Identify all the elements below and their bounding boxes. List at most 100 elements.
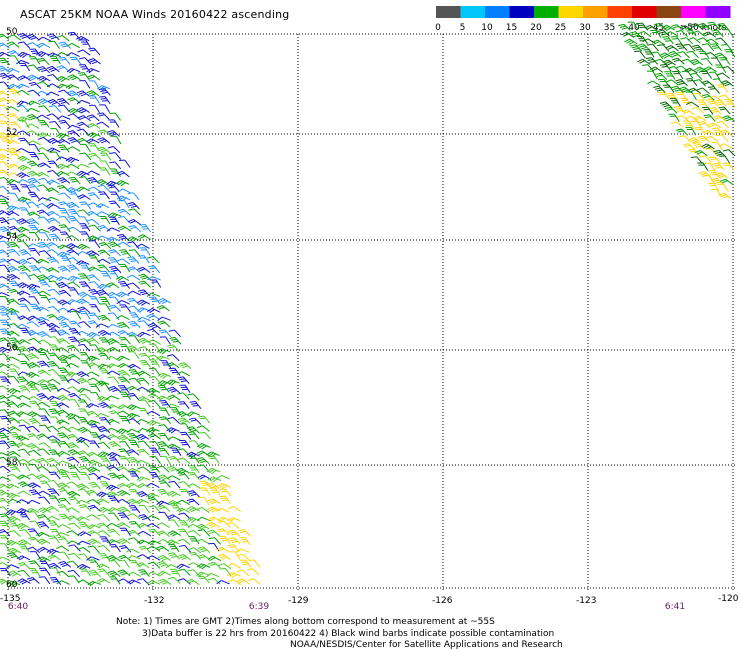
wind-barb: [49, 55, 61, 65]
wind-barb: [57, 426, 71, 433]
wind-barb: [67, 215, 80, 224]
wind-barb: [710, 189, 723, 198]
wind-barb: [0, 226, 12, 234]
wind-barb: [107, 472, 121, 480]
wind-barb: [188, 547, 202, 554]
wind-barb: [157, 474, 171, 481]
wind-barb: [707, 122, 721, 129]
wind-barb: [0, 97, 11, 104]
wind-barb: [48, 535, 60, 544]
wind-barb: [653, 85, 666, 93]
wind-barb: [58, 192, 72, 200]
wind-barb: [77, 128, 90, 136]
wind-barb: [177, 401, 190, 410]
wind-barb: [26, 321, 40, 328]
wind-barb: [189, 401, 202, 409]
wind-barb: [55, 532, 70, 537]
wind-barb: [67, 90, 81, 97]
wind-barb: [129, 312, 141, 321]
wind-barb: [0, 432, 10, 441]
wind-barb: [218, 535, 231, 544]
wind-barb: [642, 38, 656, 45]
wind-barb: [97, 514, 110, 522]
wind-barb: [75, 436, 90, 444]
wind-barb: [108, 457, 121, 466]
wind-barb: [128, 471, 140, 480]
wind-barb: [707, 86, 720, 94]
wind-barb: [16, 172, 30, 179]
wind-barb: [77, 291, 91, 298]
wind-barb: [146, 292, 161, 297]
wind-barb: [76, 163, 90, 169]
wind-barb: [716, 120, 729, 129]
wind-barb: [87, 58, 101, 65]
wind-barb: [57, 138, 71, 145]
wind-barb: [135, 459, 150, 465]
wind-barb: [16, 323, 30, 329]
wind-barb: [0, 131, 11, 138]
wind-barb: [137, 331, 151, 338]
wind-barb: [197, 546, 211, 554]
wind-barb: [39, 415, 51, 424]
wind-barb: [88, 255, 101, 264]
wind-barb: [227, 544, 240, 553]
wind-barb: [78, 321, 91, 329]
wind-barb: [177, 538, 191, 546]
wind-barb: [97, 441, 111, 450]
wind-barb: [207, 506, 221, 513]
wind-barb: [146, 420, 161, 427]
wind-barb: [68, 336, 81, 344]
wind-barb: [76, 137, 90, 144]
wind-barb: [696, 87, 710, 94]
wind-barb: [57, 387, 71, 394]
wind-barb: [96, 475, 111, 481]
wind-barb: [97, 249, 111, 257]
wind-barb: [46, 241, 60, 248]
wind-barb: [28, 417, 41, 425]
wind-barb: [166, 427, 180, 434]
wind-barb: [672, 70, 684, 80]
wind-barb: [196, 457, 210, 464]
wind-barb: [107, 346, 121, 353]
wind-barb: [718, 192, 732, 199]
wind-barb: [170, 503, 182, 512]
wind-barb: [56, 132, 70, 140]
wind-barb: [236, 553, 250, 561]
wind-barb: [148, 400, 161, 408]
wind-barb: [45, 91, 60, 97]
wind-barb: [79, 223, 91, 232]
wind-barb: [99, 104, 111, 113]
wind-barb: [55, 170, 70, 177]
wind-barb: [59, 471, 71, 481]
wind-barb: [48, 471, 61, 480]
wind-barb: [66, 235, 80, 242]
wind-barb: [167, 576, 181, 584]
wind-barb: [0, 312, 12, 321]
wind-barb: [46, 360, 60, 369]
wind-barb: [136, 377, 150, 385]
wind-barb: [16, 83, 30, 89]
wind-barb: [38, 279, 51, 288]
wind-barb: [9, 456, 22, 465]
wind-barb: [36, 209, 50, 217]
wind-barb: [137, 530, 152, 537]
wind-barb: [118, 199, 130, 209]
wind-barb: [37, 119, 50, 128]
wind-barb: [178, 528, 190, 537]
wind-barb: [159, 455, 171, 465]
wind-barb: [661, 24, 675, 32]
wind-barb: [0, 578, 10, 585]
wind-barb: [87, 176, 100, 185]
wind-barb: [17, 196, 32, 203]
wind-barb: [187, 393, 200, 401]
wind-barb: [227, 563, 241, 569]
wind-barb: [9, 184, 21, 193]
wind-barb: [56, 347, 70, 354]
wind-barb: [167, 394, 181, 401]
wind-barb: [47, 147, 61, 153]
wind-barb: [0, 186, 10, 194]
wind-barb: [67, 208, 80, 217]
wind-barb: [147, 433, 161, 440]
wind-barb: [166, 475, 181, 481]
wind-barb: [681, 58, 695, 66]
